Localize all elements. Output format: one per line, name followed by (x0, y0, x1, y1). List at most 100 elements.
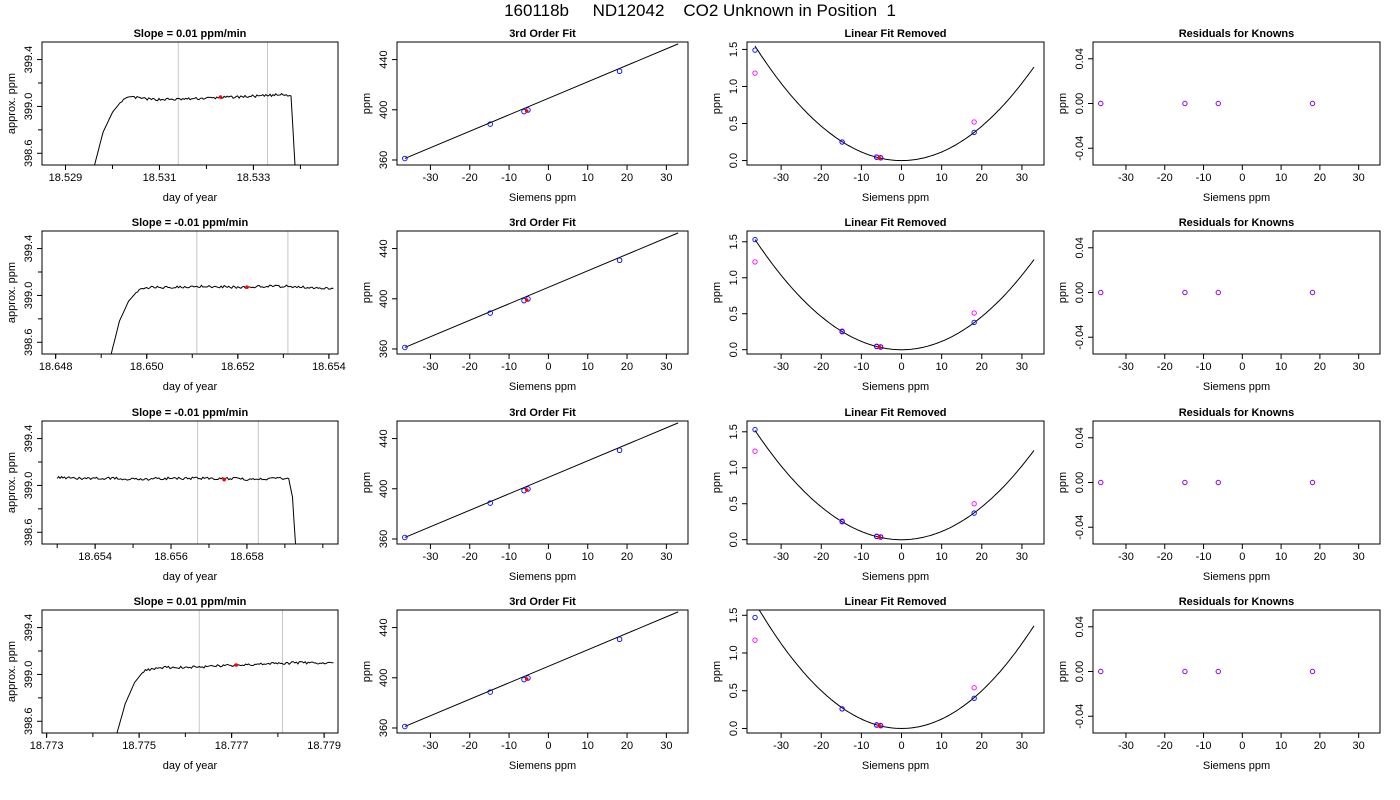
known-point (616, 447, 623, 453)
x-tick-label: 10 (1275, 172, 1287, 184)
panel-4-4: Residuals for Knowns -30 -20 -10 0 10 20 30 -0.0… (1057, 596, 1381, 772)
known-point (616, 68, 623, 74)
x-tick-label: 0 (1239, 172, 1245, 184)
x-tick-label: 18.779 (307, 740, 341, 752)
x-axis-label: day of year (163, 571, 218, 583)
x-tick-label: -20 (813, 551, 829, 563)
y-tick-label: 440 (378, 239, 390, 257)
x-tick-label: -30 (1118, 361, 1134, 373)
x-tick-label: 30 (1353, 740, 1365, 752)
panel-1-2: 3rd Order Fit -30 -20 -10 0 10 20 30 360 400 440 Si… (361, 28, 689, 204)
x-tick-label: -20 (813, 361, 829, 373)
residual-point-blue (971, 510, 977, 516)
y-tick-label: 0.04 (1074, 616, 1086, 637)
x-tick-label: -10 (1196, 361, 1212, 373)
plot-frame (1092, 41, 1381, 166)
y-tick-label: 0.5 (728, 116, 740, 131)
x-tick-label: -30 (773, 551, 789, 563)
x-tick-label: 18.658 (230, 551, 264, 563)
panel-title: Residuals for Knowns (1179, 596, 1295, 608)
fit-line (404, 611, 679, 727)
y-tick-label: 398.6 (23, 329, 35, 357)
y-tick-label: 360 (378, 719, 390, 737)
x-tick-label: 20 (976, 172, 988, 184)
known-point (487, 500, 493, 506)
panel-title: Slope = 0.01 ppm/min (134, 596, 247, 608)
x-tick-label: 18.654 (312, 361, 346, 373)
data-trace (116, 660, 334, 733)
y-tick-label: 400 (378, 101, 390, 119)
x-tick-label: 20 (1314, 551, 1326, 563)
x-tick-label: -20 (1157, 740, 1173, 752)
residual-point (1215, 289, 1221, 296)
x-tick-label: 30 (1353, 551, 1365, 563)
x-tick-label: -10 (1196, 172, 1212, 184)
known-point (616, 636, 623, 642)
x-axis-label: Siemens ppm (509, 760, 576, 772)
y-tick-label: 0.0 (728, 153, 740, 168)
residual-point-blue (971, 695, 977, 701)
residual-point (1215, 100, 1221, 107)
x-tick-label: -10 (501, 361, 517, 373)
current-point-marker (222, 477, 226, 482)
known-point (487, 121, 493, 127)
y-axis-label: approx. ppm (6, 262, 18, 323)
x-axis-label: Siemens ppm (862, 192, 929, 204)
y-tick-label: 400 (378, 480, 390, 498)
plot-frame (746, 609, 1045, 734)
x-tick-label: 10 (936, 740, 948, 752)
x-tick-label: -20 (1157, 361, 1173, 373)
x-tick-label: 18.775 (122, 740, 156, 752)
residual-point-blue (839, 329, 845, 335)
x-axis-label: Siemens ppm (509, 381, 576, 393)
y-axis-label: approx. ppm (6, 641, 18, 702)
y-tick-label: 1.5 (728, 608, 740, 623)
x-tick-label: 18.650 (130, 361, 164, 373)
y-tick-label: -0.04 (1074, 515, 1086, 540)
y-tick-label: 0.04 (1074, 427, 1086, 448)
y-tick-label: 440 (378, 429, 390, 447)
x-tick-label: -10 (853, 740, 869, 752)
x-axis-label: day of year (163, 760, 218, 772)
y-tick-label: 0.04 (1074, 237, 1086, 258)
y-tick-label: 398.6 (23, 708, 35, 736)
y-tick-label: 0.00 (1074, 282, 1086, 303)
x-tick-label: 18.648 (39, 361, 73, 373)
panel-title: Residuals for Knowns (1179, 28, 1295, 40)
x-tick-label: -10 (1196, 740, 1212, 752)
x-tick-label: 0 (898, 551, 904, 563)
current-point-marker (218, 95, 223, 99)
residual-point (1309, 289, 1316, 296)
y-tick-label: 399.4 (23, 425, 35, 453)
y-tick-label: 1.0 (728, 645, 740, 660)
panel-2-2: 3rd Order Fit -30 -20 -10 0 10 20 30 360 400 440 Si… (361, 217, 689, 393)
residual-point-blue (839, 519, 845, 525)
plot-frame (746, 420, 1045, 545)
y-axis-label: ppm (711, 93, 723, 114)
y-tick-label: 400 (378, 669, 390, 687)
x-tick-label: 20 (1314, 740, 1326, 752)
figure-title: 160118b ND12042 CO2 Unknown in Position … (504, 1, 896, 20)
x-tick-label: -30 (422, 551, 438, 563)
x-tick-label: 30 (1016, 740, 1028, 752)
panel-2-3: Linear Fit Removed -30 -20 -10 0 10 20 30 0.0 0.5… (711, 217, 1045, 393)
x-axis-label: Siemens ppm (1203, 760, 1270, 772)
panel-4-3: Linear Fit Removed -30 -20 -10 0 10 20 30 0.0 0.5… (711, 596, 1045, 772)
residual-point (1182, 479, 1188, 486)
x-axis-label: day of year (163, 381, 218, 393)
plot-frame (746, 230, 1045, 355)
x-tick-label: 0 (1239, 740, 1245, 752)
x-tick-label: -30 (773, 172, 789, 184)
x-axis-label: Siemens ppm (1203, 192, 1270, 204)
x-tick-label: 30 (1016, 361, 1028, 373)
y-tick-label: 0.0 (728, 342, 740, 357)
panel-title: 3rd Order Fit (509, 596, 576, 608)
x-tick-label: -20 (1157, 551, 1173, 563)
y-axis-label: ppm (1057, 661, 1069, 682)
panel-1-1: Slope = 0.01 ppm/min 18.529 18.531 18.533 39… (6, 28, 339, 204)
residual-point (1215, 479, 1221, 486)
x-tick-label: 10 (1275, 361, 1287, 373)
y-tick-label: 399.0 (23, 472, 35, 500)
residual-point-blue (752, 614, 758, 621)
x-tick-label: 30 (660, 551, 672, 563)
